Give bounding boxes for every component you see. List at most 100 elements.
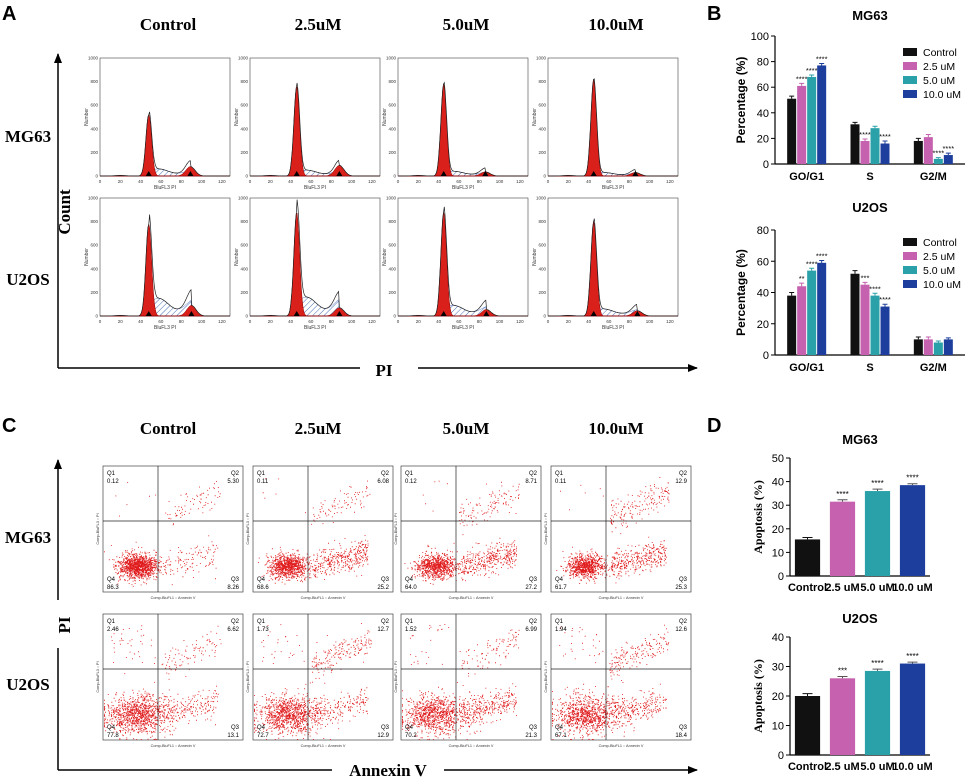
bar-10-0-um bbox=[943, 339, 953, 355]
bar-10-0-um bbox=[817, 65, 827, 164]
histogram-g2-marker bbox=[483, 311, 490, 316]
bar-error-bar bbox=[862, 138, 868, 141]
bar-significance: **** bbox=[871, 479, 883, 488]
bar-control bbox=[850, 124, 860, 164]
bar-error-bar bbox=[907, 661, 918, 664]
histogram-y-tick: 800 bbox=[388, 79, 396, 84]
histogram-x-tick: 40 bbox=[288, 179, 294, 184]
bar-y-tick: 30 bbox=[772, 500, 784, 512]
histogram-y-tick: 200 bbox=[90, 150, 98, 155]
histogram-frame bbox=[397, 197, 529, 317]
legend-swatch bbox=[903, 266, 917, 274]
bar-error-bar bbox=[837, 499, 848, 502]
histogram-x-tick: 0 bbox=[99, 319, 102, 324]
scatter-q4-value: 77.8 bbox=[107, 733, 119, 739]
bar-2-5-um bbox=[860, 140, 870, 164]
legend-label: 2.5 uM bbox=[923, 61, 955, 73]
histogram-y-tick: 800 bbox=[240, 79, 248, 84]
scatter-q1-value: 2.46 bbox=[107, 627, 119, 633]
bar-significance: **** bbox=[932, 149, 944, 158]
scatter-q3-name: Q3 bbox=[381, 577, 390, 583]
panel-a-row-mg63: MG63 bbox=[5, 127, 51, 146]
scatter-q1-value: 0.11 bbox=[555, 479, 567, 485]
panel-a-condition-2-5: 2.5uM bbox=[295, 15, 342, 34]
scatter-y-label: Comp-BluFL3 :: PI bbox=[544, 661, 548, 692]
bar-chart-title: MG63 bbox=[842, 432, 877, 447]
histogram-x-tick: 60 bbox=[456, 319, 462, 324]
scatter-points bbox=[404, 480, 520, 585]
histogram-x-tick: 100 bbox=[496, 319, 504, 324]
bar-chart-title: U2OS bbox=[842, 611, 878, 626]
bar-x-tick: 5.0 uM bbox=[860, 761, 894, 773]
histogram-y-tick: 1000 bbox=[536, 56, 547, 61]
scatter-y-label: Comp-BluFL3 :: PI bbox=[394, 513, 398, 544]
bar-2-5-um bbox=[797, 85, 807, 164]
bar-significance: **** bbox=[859, 130, 871, 139]
scatter-q1-value: 1.73 bbox=[257, 627, 269, 633]
histogram-x-tick: 120 bbox=[666, 179, 674, 184]
scatter-q2-value: 12.7 bbox=[377, 627, 389, 633]
histogram-x-label: BluFL3 PI bbox=[304, 325, 326, 331]
scatter-q4-name: Q4 bbox=[107, 577, 116, 583]
bar-y-label: Apoptosis (%) bbox=[751, 480, 765, 554]
histogram-g1-peak bbox=[548, 220, 678, 317]
legend-swatch bbox=[903, 252, 917, 260]
legend-swatch bbox=[903, 238, 917, 246]
scatter-q1-name: Q1 bbox=[555, 471, 564, 477]
bar-2-5-um bbox=[923, 137, 933, 164]
scatter-x-label: Comp-BluFL1 :: Annexin V bbox=[449, 744, 494, 748]
histogram-g1-marker bbox=[440, 311, 447, 316]
bar-x-tick: GO/G1 bbox=[789, 171, 824, 183]
histogram-y-tick: 0 bbox=[95, 174, 98, 179]
bar-x-tick: G2/M bbox=[920, 171, 947, 183]
bar-error-bar bbox=[872, 488, 883, 492]
bar-10-0-um bbox=[817, 262, 827, 355]
scatter-q3-value: 25.2 bbox=[377, 585, 389, 591]
histogram-y-label: Number bbox=[532, 108, 538, 126]
histogram-y-tick: 200 bbox=[538, 290, 546, 295]
histogram-y-label: Number bbox=[84, 108, 90, 126]
scatter-q3-value: 18.4 bbox=[675, 733, 687, 739]
scatter-points bbox=[402, 624, 520, 740]
bar-error-bar bbox=[915, 336, 921, 340]
histogram-frame bbox=[99, 57, 231, 177]
bar-y-tick: 50 bbox=[772, 453, 784, 465]
histogram-x-tick: 80 bbox=[477, 319, 483, 324]
bar-x-tick: Control bbox=[788, 761, 827, 773]
bar-control bbox=[787, 295, 797, 355]
bar-significance: **** bbox=[871, 659, 883, 668]
panel-a-y-axis-label: Count bbox=[55, 189, 74, 235]
scatter-q3-value: 25.3 bbox=[675, 585, 687, 591]
histogram-frame bbox=[249, 57, 381, 177]
scatter-x-label: Comp-BluFL1 :: Annexin V bbox=[301, 744, 346, 748]
bar-y-tick: 100 bbox=[751, 31, 769, 43]
scatter-q3-name: Q3 bbox=[381, 725, 390, 731]
scatter-y-label: Comp-BluFL3 :: PI bbox=[544, 513, 548, 544]
scatter-y-label: Comp-BluFL3 :: PI bbox=[394, 661, 398, 692]
histogram-y-tick: 600 bbox=[538, 243, 546, 248]
histogram-y-tick: 400 bbox=[538, 126, 546, 131]
scatter-q3-value: 21.3 bbox=[525, 733, 537, 739]
histogram-g1-peak bbox=[250, 212, 380, 317]
bar-y-tick: 0 bbox=[763, 159, 769, 171]
histogram-x-label: BluFL3 PI bbox=[602, 185, 624, 191]
histogram-mg63-3: 0 20 40 60 80 100 120 0 200 400 600 800 1000 BluFL3 P… bbox=[532, 56, 679, 191]
scatter-frame bbox=[252, 465, 394, 593]
bar-x-tick: 2.5 uM bbox=[825, 761, 859, 773]
scatter-q4-name: Q4 bbox=[555, 725, 564, 731]
bar-significance: ** bbox=[799, 274, 805, 283]
histogram-g2-marker bbox=[632, 171, 639, 176]
scatter-q2-name: Q2 bbox=[529, 471, 538, 477]
histogram-g1-marker bbox=[590, 311, 597, 316]
scatter-q1-name: Q1 bbox=[257, 471, 266, 477]
scatter-q4-name: Q4 bbox=[257, 725, 266, 731]
histogram-x-tick: 40 bbox=[586, 319, 592, 324]
bar-y-tick: 20 bbox=[757, 133, 769, 145]
histogram-g2-marker bbox=[336, 311, 343, 316]
bar-error-bar bbox=[862, 281, 868, 285]
histogram-x-tick: 80 bbox=[627, 319, 633, 324]
histogram-x-tick: 60 bbox=[158, 319, 164, 324]
